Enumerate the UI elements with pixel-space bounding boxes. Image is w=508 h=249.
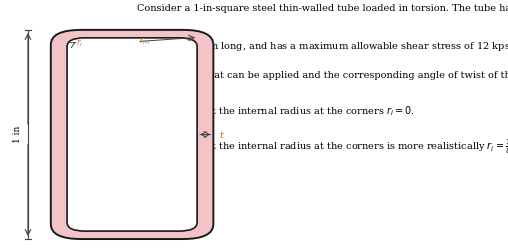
Text: $t$: $t$ [219,129,225,140]
FancyBboxPatch shape [51,30,213,239]
Text: imum torque that can be applied and the corresponding angle of twist of the tube: imum torque that can be applied and the … [137,71,508,80]
Text: 1 in: 1 in [13,126,22,143]
Text: $r_m$: $r_m$ [139,36,150,47]
Text: $(a)$ Assume that the internal radius at the corners $r_i = 0$.: $(a)$ Assume that the internal radius at… [137,105,415,118]
Text: $t = \frac{1}{16}$ in, is 36 in long, and has a maximum allowable shear stress o: $t = \frac{1}{16}$ in, is 36 in long, an… [137,37,508,56]
Text: $(b)$ Assume that the internal radius at the corners is more realistically $r_i : $(b)$ Assume that the internal radius at… [137,138,508,156]
FancyBboxPatch shape [67,38,197,231]
Text: $r_i$: $r_i$ [76,37,84,49]
Text: Consider a 1-in-square steel thin-walled tube loaded in torsion. The tube has a : Consider a 1-in-square steel thin-walled… [137,4,508,13]
